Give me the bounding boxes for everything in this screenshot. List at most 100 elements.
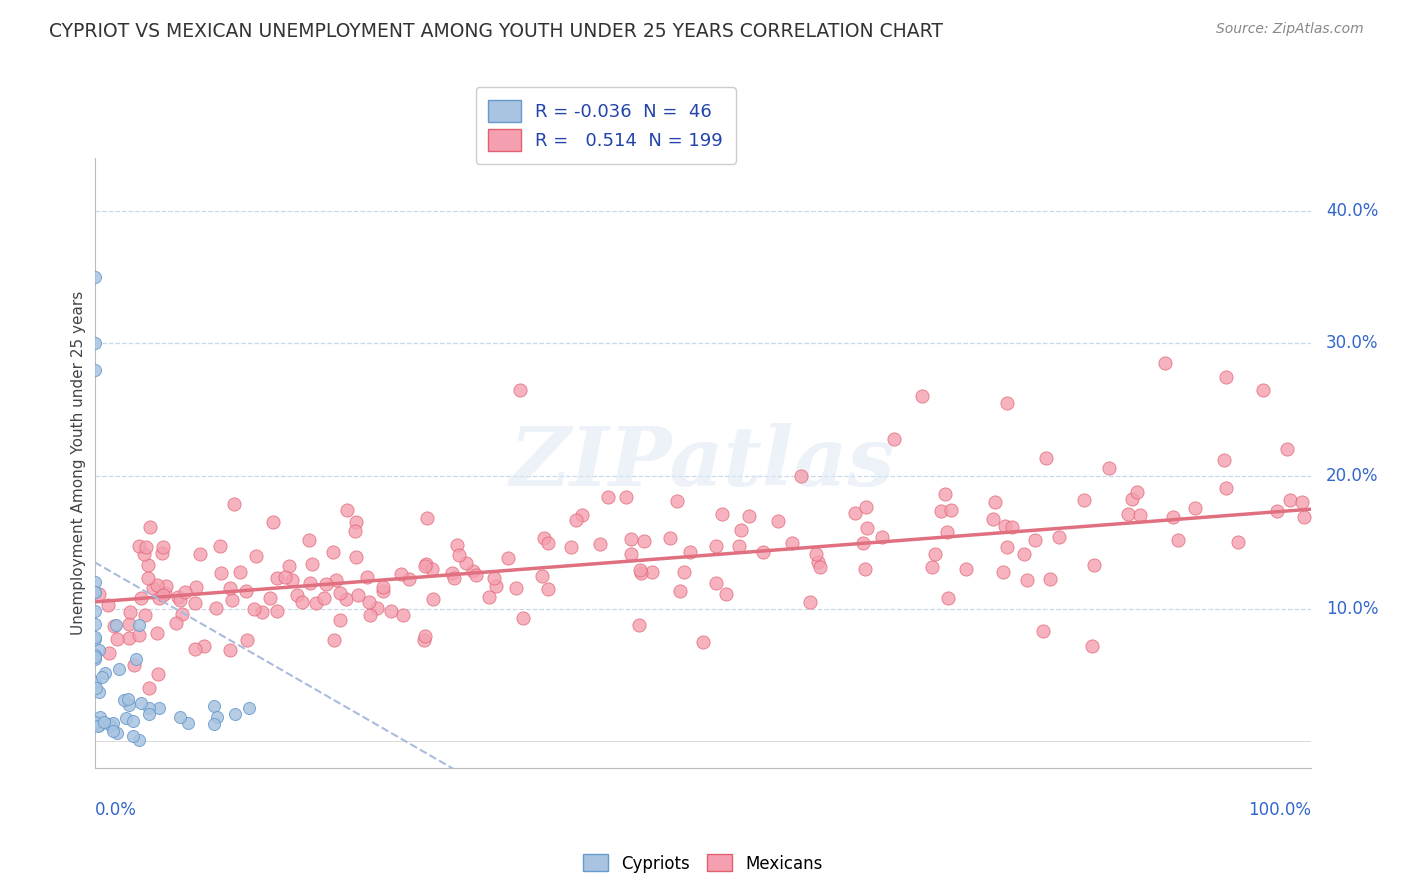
Text: CYPRIOT VS MEXICAN UNEMPLOYMENT AMONG YOUTH UNDER 25 YEARS CORRELATION CHART: CYPRIOT VS MEXICAN UNEMPLOYMENT AMONG YO… bbox=[49, 22, 943, 41]
Point bbox=[392, 608, 415, 623]
Point bbox=[1126, 484, 1149, 499]
Point bbox=[598, 490, 620, 504]
Point bbox=[766, 514, 789, 528]
Point bbox=[389, 566, 412, 581]
Point bbox=[628, 617, 651, 632]
Point bbox=[1167, 533, 1189, 547]
Point bbox=[221, 592, 243, 607]
Point bbox=[704, 539, 727, 553]
Point bbox=[105, 726, 128, 740]
Point bbox=[107, 662, 129, 676]
Point bbox=[1184, 500, 1206, 515]
Point bbox=[273, 570, 295, 584]
Point bbox=[224, 706, 246, 721]
Point bbox=[870, 530, 893, 544]
Point bbox=[1275, 442, 1298, 457]
Point bbox=[89, 685, 111, 699]
Point bbox=[281, 574, 304, 588]
Point bbox=[941, 502, 963, 516]
Point bbox=[146, 626, 169, 640]
Point bbox=[83, 716, 105, 731]
Point bbox=[1212, 452, 1234, 467]
Point bbox=[672, 565, 695, 579]
Point bbox=[101, 723, 124, 738]
Text: 30.0%: 30.0% bbox=[1326, 334, 1378, 352]
Point bbox=[205, 601, 228, 615]
Point bbox=[152, 589, 174, 603]
Point bbox=[1035, 451, 1057, 466]
Point bbox=[83, 575, 105, 590]
Point bbox=[589, 537, 612, 551]
Text: ZIPatlas: ZIPatlas bbox=[510, 423, 896, 503]
Point bbox=[87, 587, 110, 601]
Point bbox=[343, 524, 366, 539]
Point bbox=[993, 565, 1015, 579]
Point bbox=[150, 546, 173, 560]
Point bbox=[935, 525, 957, 540]
Point bbox=[366, 600, 388, 615]
Point bbox=[628, 563, 651, 577]
Point bbox=[105, 632, 128, 646]
Point bbox=[314, 591, 336, 605]
Point bbox=[1083, 558, 1105, 572]
Legend: R = -0.036  N =  46, R =   0.514  N = 199: R = -0.036 N = 46, R = 0.514 N = 199 bbox=[475, 87, 735, 164]
Point bbox=[83, 714, 105, 729]
Point bbox=[447, 548, 470, 562]
Point bbox=[344, 549, 367, 564]
Point bbox=[122, 729, 145, 743]
Point bbox=[174, 584, 197, 599]
Point bbox=[83, 336, 105, 351]
Point bbox=[89, 643, 111, 657]
Point bbox=[103, 619, 125, 633]
Point bbox=[97, 598, 120, 612]
Point bbox=[482, 571, 505, 585]
Point bbox=[1017, 574, 1039, 588]
Point bbox=[711, 507, 734, 521]
Point bbox=[285, 588, 308, 602]
Point bbox=[146, 666, 169, 681]
Point bbox=[924, 547, 946, 561]
Point bbox=[138, 706, 160, 721]
Point bbox=[132, 547, 155, 561]
Point bbox=[89, 710, 111, 724]
Point bbox=[83, 652, 105, 666]
Point bbox=[136, 558, 159, 573]
Point bbox=[323, 633, 346, 648]
Point bbox=[83, 616, 105, 631]
Point bbox=[571, 508, 593, 523]
Point bbox=[929, 504, 952, 518]
Point bbox=[101, 720, 124, 734]
Point bbox=[620, 547, 643, 561]
Point bbox=[1265, 504, 1288, 518]
Point bbox=[238, 701, 260, 715]
Point bbox=[291, 595, 314, 609]
Point bbox=[853, 562, 876, 576]
Point bbox=[1032, 624, 1054, 638]
Point bbox=[955, 562, 977, 576]
Point bbox=[122, 658, 145, 673]
Point bbox=[509, 383, 531, 397]
Point bbox=[844, 506, 866, 520]
Point bbox=[112, 693, 135, 707]
Point bbox=[117, 692, 139, 706]
Point bbox=[148, 701, 170, 715]
Point bbox=[456, 556, 478, 570]
Point bbox=[83, 585, 105, 599]
Point bbox=[139, 520, 162, 534]
Point bbox=[83, 650, 105, 665]
Point bbox=[205, 710, 228, 724]
Point bbox=[1215, 481, 1237, 495]
Point bbox=[266, 571, 288, 585]
Point bbox=[855, 500, 877, 514]
Point bbox=[1116, 508, 1139, 522]
Point bbox=[415, 557, 437, 571]
Point bbox=[665, 493, 688, 508]
Point bbox=[371, 583, 394, 598]
Point bbox=[97, 646, 120, 660]
Point bbox=[446, 538, 468, 552]
Point bbox=[83, 630, 105, 644]
Point bbox=[172, 607, 194, 621]
Point bbox=[512, 611, 534, 625]
Point bbox=[129, 696, 152, 710]
Text: 20.0%: 20.0% bbox=[1326, 467, 1378, 485]
